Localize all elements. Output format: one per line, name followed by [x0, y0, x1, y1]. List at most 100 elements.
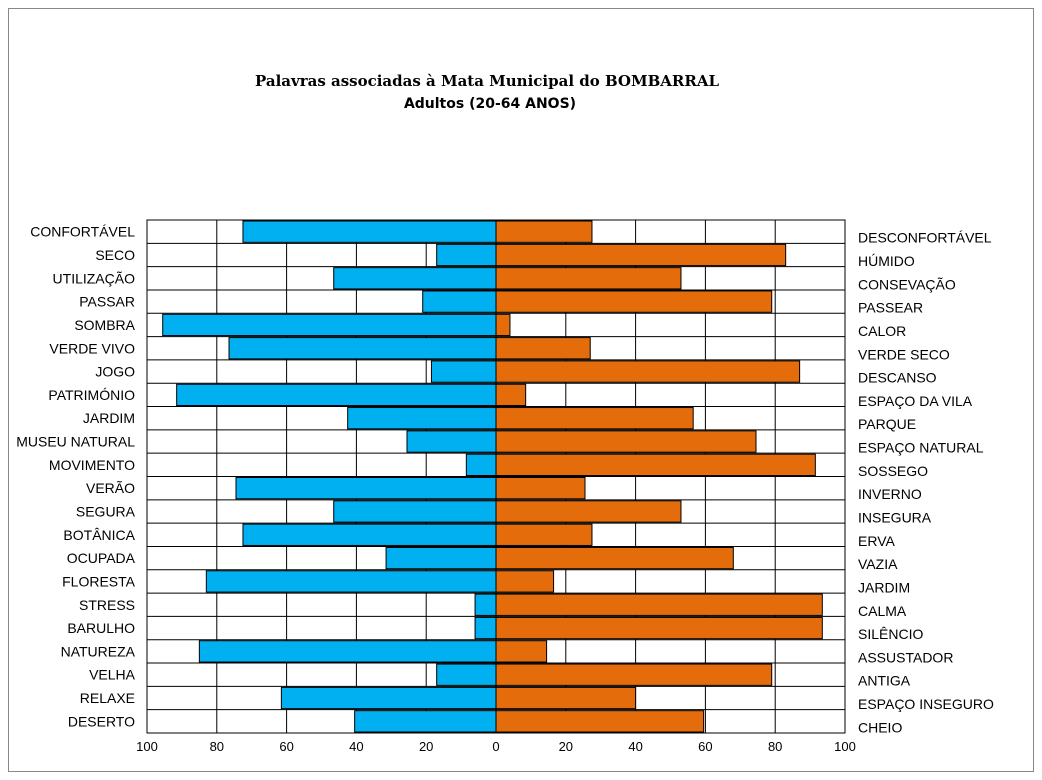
left-category-label: SECO — [95, 247, 135, 263]
bar-left — [228, 337, 497, 360]
x-tick-label: 20 — [419, 739, 433, 754]
left-category-label: FLORESTA — [62, 573, 136, 589]
bar-left — [347, 407, 497, 430]
bar-left — [280, 686, 497, 710]
left-category-label: BOTÂNICA — [63, 527, 135, 543]
chart-subtitle: Adultos (20-64 ANOS) — [404, 96, 576, 112]
right-category-label: VERDE SECO — [858, 346, 950, 362]
left-category-label: VERDE VIVO — [49, 340, 135, 356]
right-category-label: CALOR — [858, 323, 906, 339]
bar-right — [495, 220, 593, 243]
right-category-label: PARQUE — [858, 416, 916, 432]
bar-right — [495, 593, 823, 616]
bar-right — [495, 640, 548, 663]
bar-right — [495, 570, 555, 593]
left-category-label: VELHA — [89, 667, 136, 683]
bar-right — [495, 407, 694, 430]
right-category-label: VAZIA — [858, 556, 898, 572]
right-category-label: JARDIM — [858, 579, 910, 595]
bar-right — [495, 477, 586, 500]
left-category-label: STRESS — [79, 597, 135, 613]
right-category-label: ASSUSTADOR — [858, 649, 953, 665]
chart-title: Palavras associadas à Mata Municipal do … — [255, 72, 719, 90]
left-category-label: MUSEU NATURAL — [16, 434, 135, 450]
bar-right — [495, 360, 801, 383]
x-tick-label: 60 — [698, 739, 712, 754]
bar-right — [495, 616, 823, 640]
bar-left — [465, 453, 497, 477]
bar-left — [385, 546, 497, 570]
x-tick-label: 100 — [136, 739, 158, 754]
bar-right — [495, 500, 682, 523]
x-tick-label: 80 — [210, 739, 224, 754]
left-category-label: BARULHO — [67, 620, 135, 636]
right-category-label: SOSSEGO — [858, 463, 928, 479]
bar-left — [242, 220, 497, 243]
x-tick-label: 0 — [492, 739, 499, 754]
bar-left — [198, 640, 497, 663]
right-category-label: ERVA — [858, 533, 895, 549]
bar-left — [430, 360, 497, 383]
bar-left — [205, 570, 497, 593]
left-category-label: DESERTO — [68, 713, 135, 729]
plot-area: CONFORTÁVEL DESCONFORTÁVEL SECO HÚMIDO UTILI… — [16, 219, 994, 754]
bar-right — [495, 337, 591, 360]
right-category-label: PASSEAR — [858, 300, 923, 316]
left-category-label: CONFORTÁVEL — [30, 224, 135, 240]
right-category-label: ESPAÇO INSEGURO — [858, 696, 994, 712]
bar-right — [495, 453, 816, 477]
left-category-label: PASSAR — [79, 294, 135, 310]
right-category-label: CHEIO — [858, 719, 902, 735]
x-tick-label: 40 — [349, 739, 363, 754]
right-category-label: INVERNO — [858, 486, 922, 502]
bar-right — [495, 710, 705, 733]
left-category-label: VERÃO — [86, 480, 135, 496]
bar-left — [474, 616, 497, 640]
bar-right — [495, 243, 787, 267]
bar-left — [333, 500, 497, 523]
bar-left — [436, 243, 497, 267]
x-tick-label: 40 — [628, 739, 642, 754]
x-tick-label: 20 — [559, 739, 573, 754]
bar-right — [495, 430, 757, 453]
bar-left — [242, 523, 497, 546]
bar-right — [495, 686, 637, 710]
bar-right — [495, 290, 773, 313]
bar-left — [333, 267, 497, 290]
bar-right — [495, 523, 593, 546]
right-category-label: HÚMIDO — [858, 253, 915, 269]
left-category-label: JARDIM — [83, 410, 135, 426]
right-category-label: SILÊNCIO — [858, 626, 923, 642]
bar-left — [436, 663, 497, 686]
bar-right — [495, 267, 682, 290]
left-category-label: PATRIMÓNIO — [48, 387, 135, 403]
bar-left — [162, 313, 497, 337]
right-category-label: ANTIGA — [858, 673, 911, 689]
bar-left — [235, 477, 497, 500]
left-category-label: OCUPADA — [67, 550, 136, 566]
bar-right — [495, 313, 511, 337]
right-category-label: DESCONFORTÁVEL — [858, 230, 992, 246]
right-category-label: ESPAÇO DA VILA — [858, 393, 973, 409]
left-category-label: SEGURA — [76, 503, 136, 519]
right-category-label: DESCANSO — [858, 370, 937, 386]
x-tick-label: 60 — [279, 739, 293, 754]
x-tick-label: 80 — [768, 739, 782, 754]
left-category-label: JOGO — [95, 364, 135, 380]
bar-left — [176, 383, 497, 407]
right-category-label: ESPAÇO NATURAL — [858, 440, 984, 456]
right-category-label: CONSEVAÇÃO — [858, 276, 956, 292]
bar-right — [495, 546, 734, 570]
right-category-label: INSEGURA — [858, 509, 932, 525]
left-category-label: UTILIZAÇÃO — [53, 270, 136, 286]
bar-right — [495, 383, 527, 407]
x-tick-label: 100 — [834, 739, 856, 754]
bar-right — [495, 663, 773, 686]
left-category-label: NATUREZA — [61, 643, 136, 659]
left-category-label: SOMBRA — [74, 317, 135, 333]
bar-left — [406, 430, 497, 453]
bar-left — [354, 710, 497, 733]
left-category-label: MOVIMENTO — [49, 457, 135, 473]
left-category-label: RELAXE — [80, 690, 135, 706]
